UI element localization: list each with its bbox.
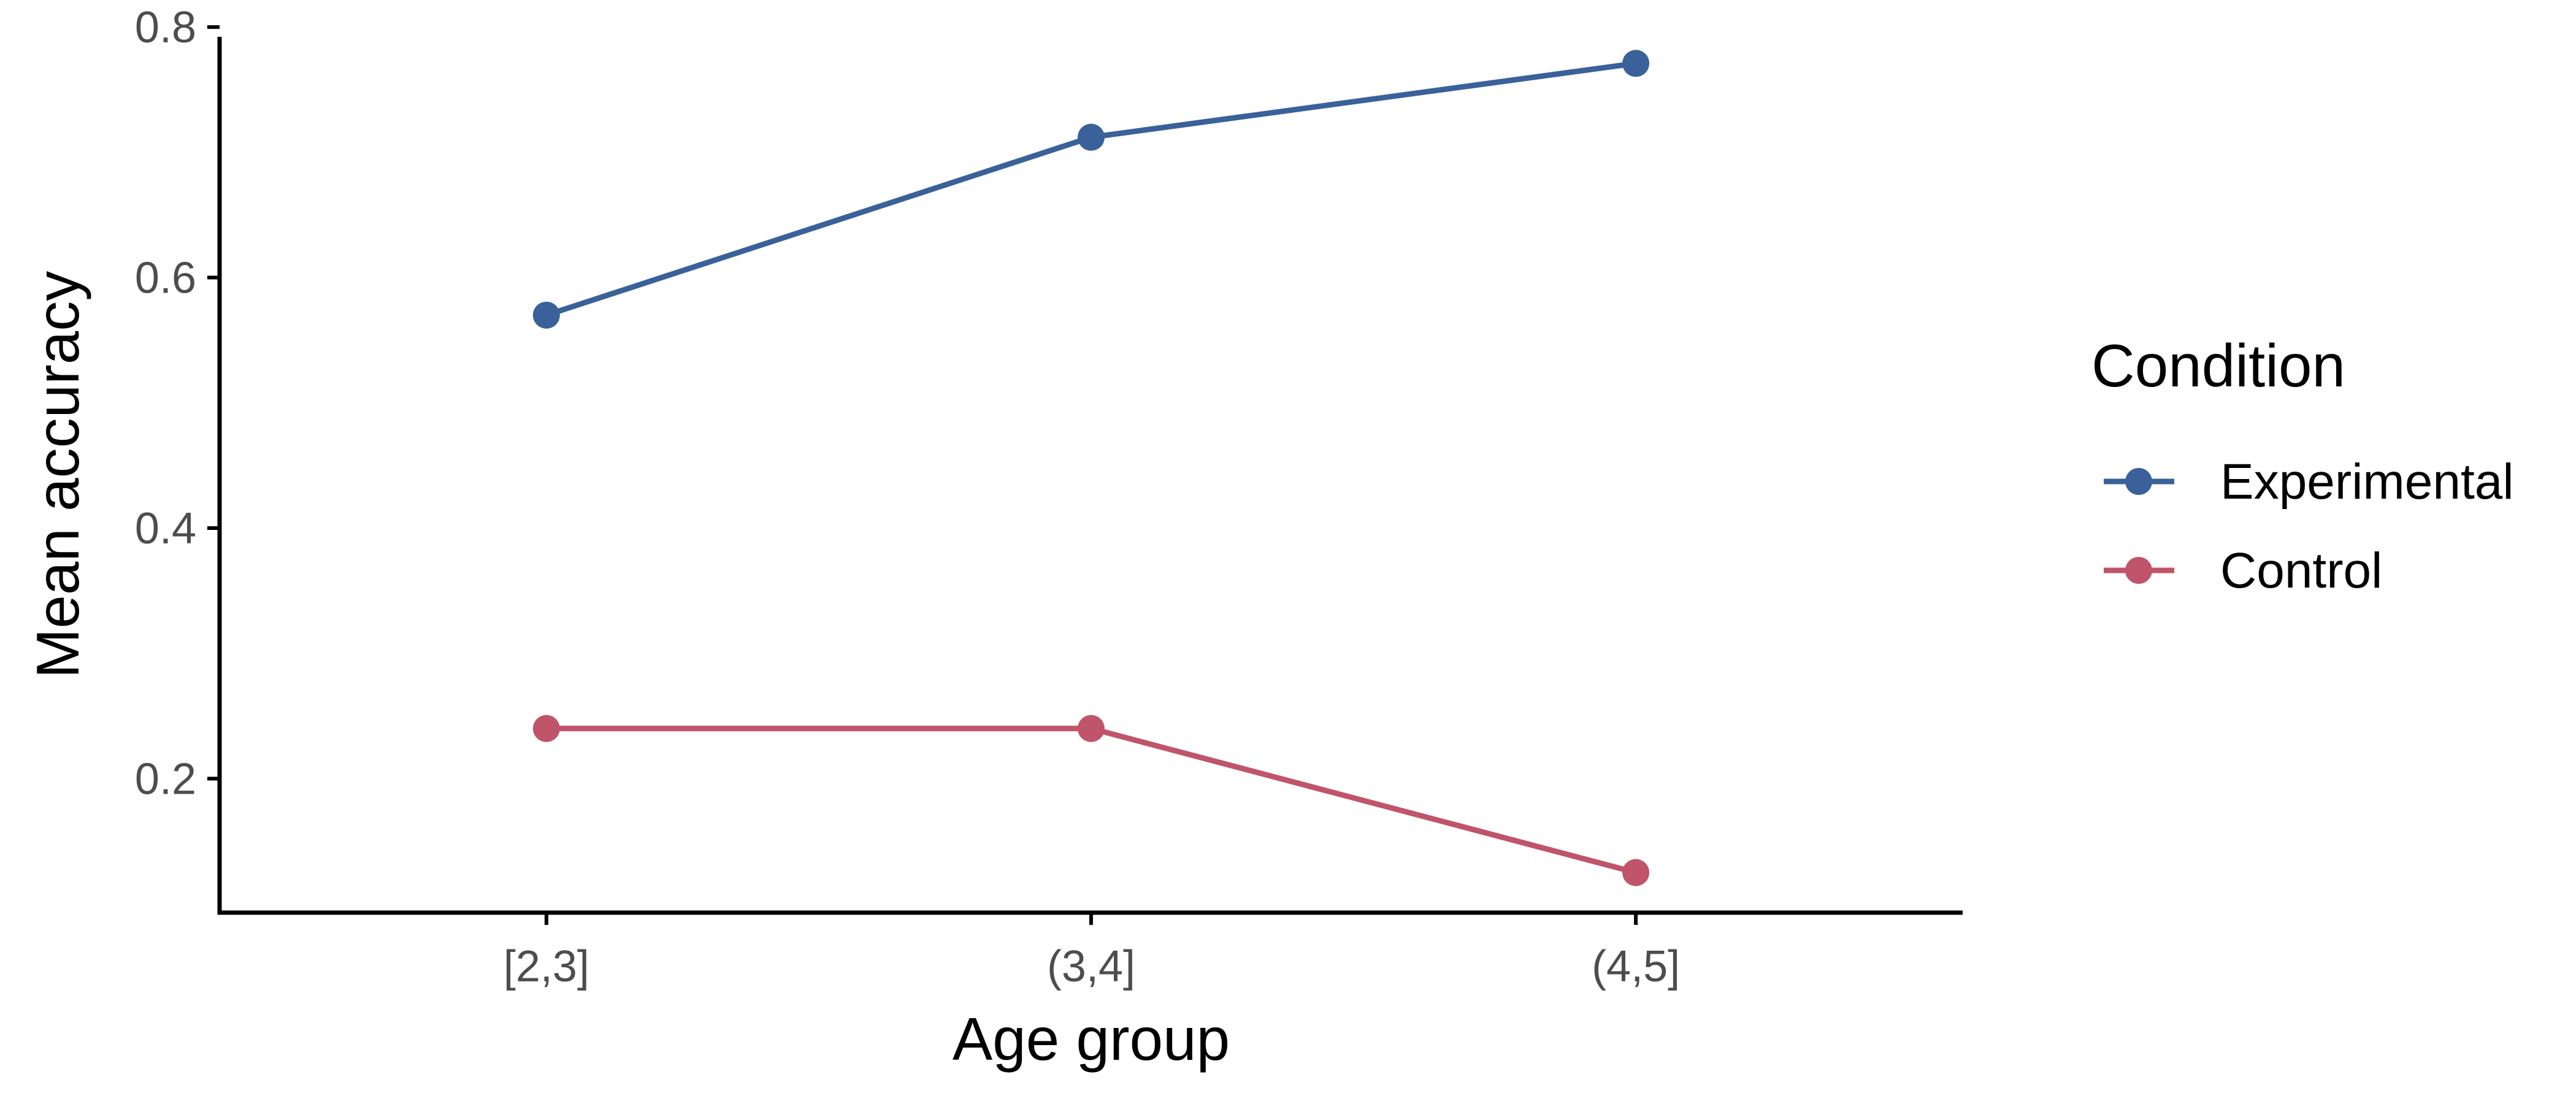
data-point xyxy=(1078,123,1105,151)
x-tick-label: (4,5] xyxy=(1592,942,1680,991)
y-axis-ticks: 0.2 0.4 0.6 0.8 xyxy=(135,3,220,803)
legend-key-point xyxy=(2125,468,2152,495)
x-axis-title: Age group xyxy=(953,1005,1230,1073)
legend: Condition Experimental Control xyxy=(2091,332,2514,599)
legend-items: Experimental Control xyxy=(2104,454,2514,599)
y-axis-title: Mean accuracy xyxy=(24,271,91,679)
series-line xyxy=(545,60,1636,318)
legend-label: Control xyxy=(2220,543,2382,599)
x-axis-ticks: [2,3] (3,4] (4,5] xyxy=(504,913,1680,991)
x-tick-label: (3,4] xyxy=(1047,942,1135,991)
series-experimental xyxy=(532,50,1650,329)
series-line xyxy=(546,726,1637,875)
legend-item-experimental: Experimental xyxy=(2104,454,2514,510)
y-tick-label: 0.6 xyxy=(135,254,196,303)
data-point xyxy=(532,715,560,742)
series-control xyxy=(532,715,1650,886)
data-point xyxy=(1622,50,1650,77)
y-tick-label: 0.2 xyxy=(135,754,196,803)
data-point xyxy=(532,301,560,329)
y-tick-label: 0.8 xyxy=(135,3,196,52)
y-tick-label: 0.4 xyxy=(135,504,196,553)
x-tick-label: [2,3] xyxy=(504,942,589,991)
data-point xyxy=(1078,715,1105,742)
legend-label: Experimental xyxy=(2220,454,2514,510)
legend-item-control: Control xyxy=(2104,543,2382,599)
chart-marks xyxy=(532,50,1650,886)
legend-title: Condition xyxy=(2091,332,2345,399)
legend-key-point xyxy=(2125,557,2152,584)
data-point xyxy=(1622,859,1650,886)
